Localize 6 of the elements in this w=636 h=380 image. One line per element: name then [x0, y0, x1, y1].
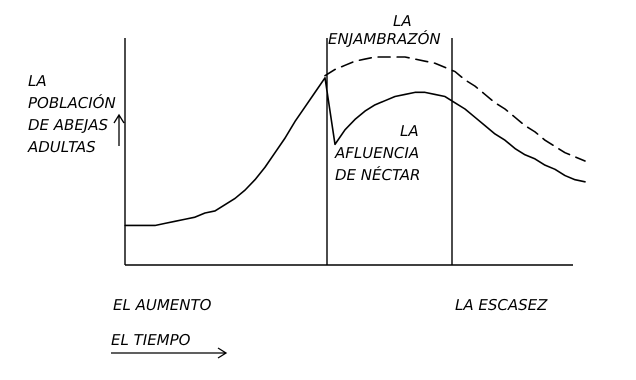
text: EL AUMENTO [113, 296, 212, 314]
text: LA ENJAMBRAZÓN [328, 12, 441, 48]
y-axis-title: LA POBLACIÓN DE ABEJAS ADULTAS [27, 72, 116, 156]
x-axis-title: EL TIEMPO [111, 331, 191, 349]
text: LA ESCASEZ [455, 296, 548, 314]
annotation: LA AFLUENCIA DE NÉCTAR [334, 122, 420, 184]
